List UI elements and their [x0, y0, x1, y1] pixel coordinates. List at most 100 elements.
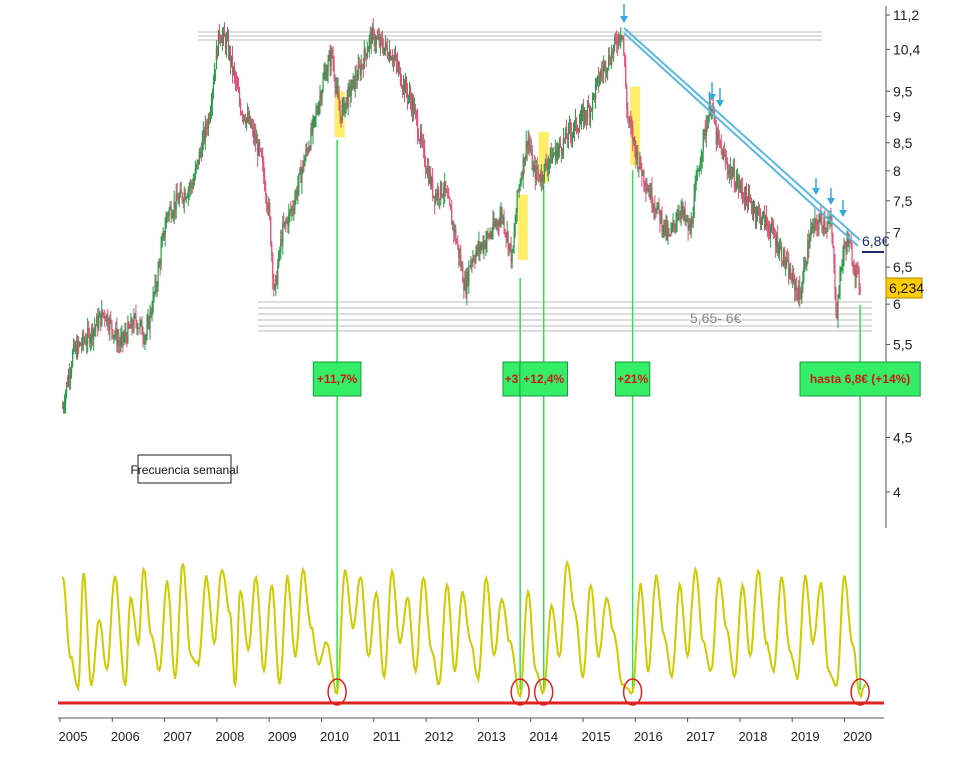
price-candle — [332, 45, 334, 72]
price-candle — [494, 218, 496, 228]
price-candle — [144, 334, 146, 351]
price-candle — [554, 139, 556, 166]
price-candle — [365, 53, 367, 68]
arrow-down-icon — [839, 200, 847, 217]
price-candle — [859, 283, 861, 296]
price-candle — [500, 202, 502, 228]
x-tick-label: 2007 — [163, 729, 192, 744]
price-candle — [499, 206, 501, 228]
price-candle — [457, 235, 459, 251]
price-candle — [338, 85, 340, 112]
price-candle — [71, 348, 74, 368]
price-candle — [655, 208, 657, 219]
x-tick-label: 2010 — [320, 729, 349, 744]
x-tick-label: 2020 — [843, 729, 872, 744]
price-candle — [798, 279, 800, 306]
price-candle — [158, 258, 160, 269]
price-candle — [785, 256, 787, 277]
price-candle — [163, 230, 165, 241]
price-candle — [659, 209, 661, 233]
price-candle — [495, 218, 497, 230]
price-candle — [294, 190, 296, 215]
price-candle — [171, 209, 173, 219]
price-candle — [730, 165, 732, 188]
y-tick-label: 5,5 — [893, 336, 913, 352]
price-candle — [476, 244, 478, 257]
price-candle — [577, 127, 580, 139]
price-candle — [194, 160, 196, 181]
price-candle — [318, 100, 320, 117]
price-candle — [302, 160, 304, 175]
price-candle — [310, 122, 312, 151]
y-tick-label: 10,4 — [893, 41, 920, 57]
price-candle — [634, 135, 636, 157]
price-candle — [619, 33, 621, 46]
x-tick-label: 2013 — [477, 729, 506, 744]
price-candle — [521, 170, 523, 181]
price-candle — [566, 133, 569, 148]
price-candle — [424, 139, 426, 168]
price-candle — [654, 195, 656, 221]
price-candle — [792, 264, 794, 288]
price-candle — [527, 129, 529, 155]
x-tick-label: 2009 — [268, 729, 297, 744]
price-candle — [213, 62, 216, 85]
price-candle — [84, 336, 86, 345]
price-candle — [782, 259, 784, 266]
price-candle — [87, 317, 89, 353]
price-candle — [674, 223, 676, 235]
price-candle — [677, 204, 679, 222]
price-candle — [660, 209, 662, 225]
price-candle — [506, 220, 508, 243]
price-candle — [738, 174, 741, 193]
price-candle — [304, 155, 306, 167]
price-candle — [542, 174, 544, 191]
price-candle — [838, 285, 840, 299]
price-candle — [141, 316, 143, 336]
price-candle — [75, 341, 77, 355]
price-candle — [292, 199, 294, 217]
price-candle — [270, 215, 272, 247]
downtrend-lines — [623, 27, 861, 247]
price-candle — [441, 181, 443, 199]
price-candle — [405, 76, 408, 98]
price-candle — [842, 245, 844, 275]
price-candle — [449, 196, 451, 207]
price-candle — [125, 322, 127, 345]
price-candle — [804, 256, 806, 273]
price-candle — [99, 310, 101, 318]
price-candle — [636, 145, 638, 165]
price-candle — [773, 219, 775, 240]
price-candle — [259, 138, 261, 157]
price-candle — [616, 29, 618, 54]
price-candle — [688, 217, 690, 231]
price-candle — [287, 216, 289, 233]
price-candle — [434, 195, 436, 215]
price-candle — [855, 262, 857, 288]
price-candle — [138, 327, 140, 329]
price-candle — [388, 40, 391, 64]
price-candle — [104, 309, 106, 328]
y-tick-label: 7,5 — [893, 193, 913, 209]
price-candle — [469, 265, 471, 268]
price-candle — [455, 224, 457, 245]
price-candle — [648, 184, 650, 197]
price-candle — [629, 115, 631, 128]
price-candle — [234, 70, 237, 91]
price-candle — [488, 233, 490, 241]
price-candle — [252, 118, 254, 138]
price-candle — [707, 115, 709, 129]
price-candle — [69, 366, 72, 390]
price-candle — [173, 190, 175, 224]
price-candle — [605, 60, 607, 83]
price-candle — [851, 242, 853, 267]
price-candle — [754, 206, 757, 230]
price-candle — [687, 214, 689, 241]
price-candle — [817, 219, 819, 237]
price-candle — [108, 317, 110, 336]
price-candle — [492, 209, 494, 240]
price-candle — [285, 217, 287, 233]
price-candle — [269, 198, 271, 221]
price-candle — [204, 115, 206, 151]
price-candle — [620, 27, 622, 49]
